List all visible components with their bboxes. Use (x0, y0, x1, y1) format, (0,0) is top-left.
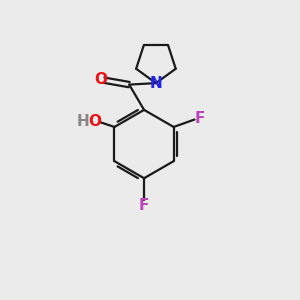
Text: F: F (195, 110, 205, 125)
Text: H: H (77, 114, 90, 129)
Text: F: F (139, 198, 149, 213)
Text: O: O (94, 72, 107, 87)
Text: O: O (88, 114, 102, 129)
Text: N: N (150, 76, 162, 91)
